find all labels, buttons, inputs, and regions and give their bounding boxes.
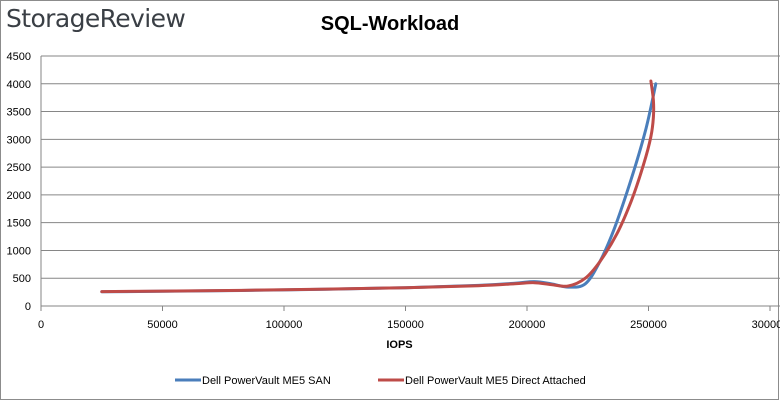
y-tick-label: 4500 xyxy=(7,51,31,63)
y-tick-label: 2000 xyxy=(7,190,31,202)
y-tick-label: 3000 xyxy=(7,134,31,146)
y-tick-label: 1000 xyxy=(7,245,31,257)
grid-lines xyxy=(41,55,780,307)
x-tick-label: 50000 xyxy=(147,319,178,331)
chart-title: SQL-Workload xyxy=(320,13,460,35)
x-tick-label: 300000 xyxy=(752,319,780,331)
legend-label-2: Dell PowerVault ME5 Direct Attached xyxy=(405,375,586,387)
x-tick-label: 0 xyxy=(38,319,44,331)
x-axis-label: IOPS xyxy=(386,339,412,351)
y-tick-labels: 0 500 1000 1500 2000 2500 3000 3500 4000 4500 xyxy=(7,51,31,313)
legend: Dell PowerVault ME5 SAN Dell PowerVault M… xyxy=(175,375,586,387)
x-tick-label: 150000 xyxy=(387,319,424,331)
y-tick-label: 500 xyxy=(13,273,31,285)
x-tick-label: 200000 xyxy=(509,319,546,331)
axes xyxy=(40,56,771,311)
series-line-2 xyxy=(100,79,656,294)
y-tick-label: 4000 xyxy=(7,79,31,91)
y-tick-label: 0 xyxy=(25,301,31,313)
x-tick-labels: 0 50000 100000 150000 200000 250000 300000 xyxy=(38,319,780,331)
series-lines xyxy=(100,79,658,294)
x-tick-label: 250000 xyxy=(630,319,667,331)
y-tick-label: 3500 xyxy=(7,107,31,119)
y-tick-label: 2500 xyxy=(7,162,31,174)
legend-label-1: Dell PowerVault ME5 SAN xyxy=(202,375,331,387)
series-line-1 xyxy=(100,82,658,294)
x-tick-label: 100000 xyxy=(266,319,303,331)
y-tick-label: 1500 xyxy=(7,218,31,230)
brand-logo: StorageReview xyxy=(6,4,186,33)
